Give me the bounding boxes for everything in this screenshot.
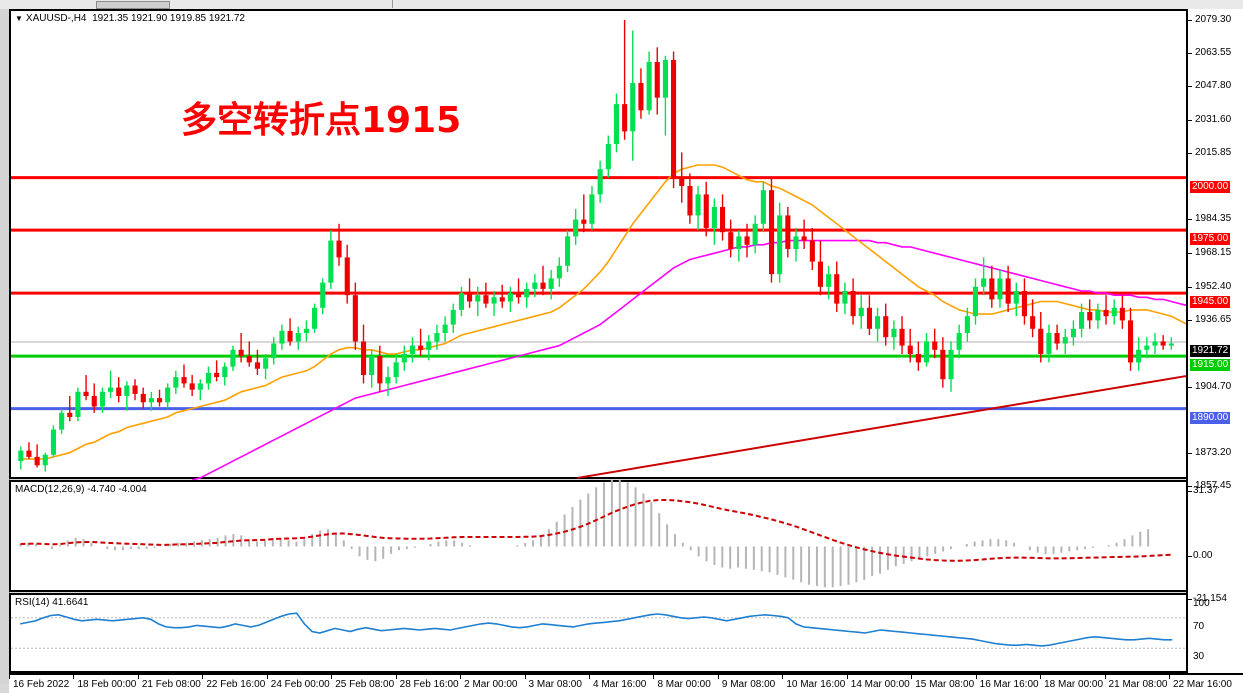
price-tag[interactable]: 1921.72 [1190,344,1231,357]
price-axis-label: 1952.40 [1195,280,1232,292]
time-axis-label: 16 Mar 16:00 [979,679,1039,690]
time-axis-label: 21 Mar 08:00 [1108,679,1168,690]
price-axis-label: 1904.70 [1195,380,1232,392]
time-axis-tick [202,675,204,679]
macd-title: MACD(12,26,9) -4.740 -4.004 [15,484,147,495]
time-axis-tick [395,675,397,679]
price-tag[interactable]: 1915.00 [1190,359,1231,372]
time-axis-tick [266,675,268,679]
rsi-title: RSI(14) 41.6641 [15,597,89,608]
time-axis-label: 14 Mar 00:00 [850,679,910,690]
time-axis-tick [975,675,977,679]
price-axis-tick [1188,286,1192,288]
chart-header: ▼ XAUUSD-,H4 1921.35 1921.90 1919.85 1921… [15,13,245,24]
macd-axis-label: -21.154 [1193,593,1227,604]
macd-axis-tick [1188,555,1192,557]
price-tag[interactable]: 1975.00 [1190,233,1231,246]
time-axis-tick [846,675,848,679]
price-axis-label: 1984.35 [1195,213,1232,225]
time-axis-tick [653,675,655,679]
price-tag[interactable]: 2000.00 [1190,180,1231,193]
price-axis-tick [1188,486,1192,487]
price-axis-tick [1188,452,1192,454]
price-pane[interactable]: ▼ XAUUSD-,H4 1921.35 1921.90 1919.85 1921… [9,9,1213,481]
time-axis-tick [1040,675,1042,679]
price-axis[interactable]: 2079.30 2063.55 2047.80 2031.60 2015.85 1984.… [1186,9,1243,685]
price-axis-label: 1936.65 [1195,313,1232,325]
time-axis-label: 8 Mar 00:00 [657,679,711,690]
time-axis-tick [782,675,784,679]
price-axis-label: 1968.15 [1195,247,1232,259]
time-axis-tick [137,675,139,679]
price-axis-tick [1188,53,1192,55]
macd-axis-label: 31.37 [1193,485,1219,496]
time-axis[interactable]: 16 Feb 2022 18 Feb 00:00 21 Feb 08:00 22 Fe… [9,673,1243,693]
price-axis-tick [1188,20,1192,21]
chart-ohlc-text: 1921.35 1921.90 1919.85 1921.72 [92,13,245,24]
price-axis-label: 2031.60 [1195,114,1232,126]
time-axis-label: 21 Feb 08:00 [141,679,201,690]
price-axis-label: 2015.85 [1195,147,1232,159]
price-axis-tick [1188,86,1192,88]
price-tag[interactable]: 1945.00 [1190,296,1231,309]
time-axis-tick [73,675,75,679]
price-axis-tick [1188,253,1192,255]
price-axis-tick [1188,386,1192,388]
chart-header-text: XAUUSD-,H4 [25,13,87,24]
time-axis-label: 4 Mar 16:00 [593,679,647,690]
toolbar-divider [392,0,393,8]
macd-axis-label: 0.00 [1193,549,1213,561]
time-axis-tick [524,675,526,679]
rsi-plot [11,612,1186,649]
time-axis-label: 25 Feb 08:00 [335,679,395,690]
price-axis-tick [1188,153,1192,155]
time-axis-tick [717,675,719,679]
time-axis-label: 9 Mar 08:00 [721,679,776,690]
time-axis-tick [460,675,462,679]
time-axis-label: 15 Mar 08:00 [915,679,975,690]
price-axis-label: 2079.30 [1195,14,1232,25]
macd-plot [19,479,1172,588]
time-axis-label: 16 Feb 2022 [13,679,70,690]
macd-pane[interactable]: MACD(12,26,9) -4.740 -4.004 [9,479,1188,592]
macd-axis-tick [1188,491,1192,492]
time-axis-label: 18 Feb 00:00 [77,679,137,690]
price-axis-label: 1873.20 [1195,446,1232,458]
time-axis-label: 24 Feb 00:00 [270,679,330,690]
chevron-down-icon[interactable]: ▼ [15,14,23,23]
price-axis-label: 2047.80 [1195,80,1232,92]
price-tag[interactable]: 1890.00 [1190,411,1231,424]
time-axis-tick [589,675,590,679]
price-axis-tick [1188,219,1192,221]
time-axis-label: 2 Mar 00:00 [464,679,518,690]
chart-annotation-text: 多空转折点1915 [181,100,462,141]
macd-axis-tick [1188,599,1192,600]
price-axis-tick [1188,120,1192,122]
time-axis-label: 10 Mar 16:00 [786,679,846,690]
price-plot [11,20,1213,481]
time-axis-tick [911,675,913,679]
time-axis-label: 3 Mar 08:00 [528,679,582,690]
price-axis-tick [1188,319,1192,321]
time-axis-tick [1169,675,1170,679]
rsi-axis-label: 30 [1193,651,1205,663]
time-axis-tick [331,675,333,679]
rsi-axis-label: 100 [1193,598,1210,609]
toolbar-inset [96,1,170,9]
price-axis-label: 2063.55 [1195,47,1232,59]
time-axis-label: 28 Feb 16:00 [399,679,459,690]
time-axis-label: 22 Mar 16:00 [1173,679,1232,690]
rsi-axis-label: 70 [1193,620,1205,632]
time-axis-label: 18 Mar 00:00 [1044,679,1104,690]
time-axis-tick [9,675,10,679]
price-axis-label: 1857.45 [1195,480,1232,491]
rsi-pane[interactable]: RSI(14) 41.6641 [9,593,1188,673]
time-axis-label: 22 Feb 16:00 [206,679,266,690]
time-axis-tick [1104,675,1106,679]
